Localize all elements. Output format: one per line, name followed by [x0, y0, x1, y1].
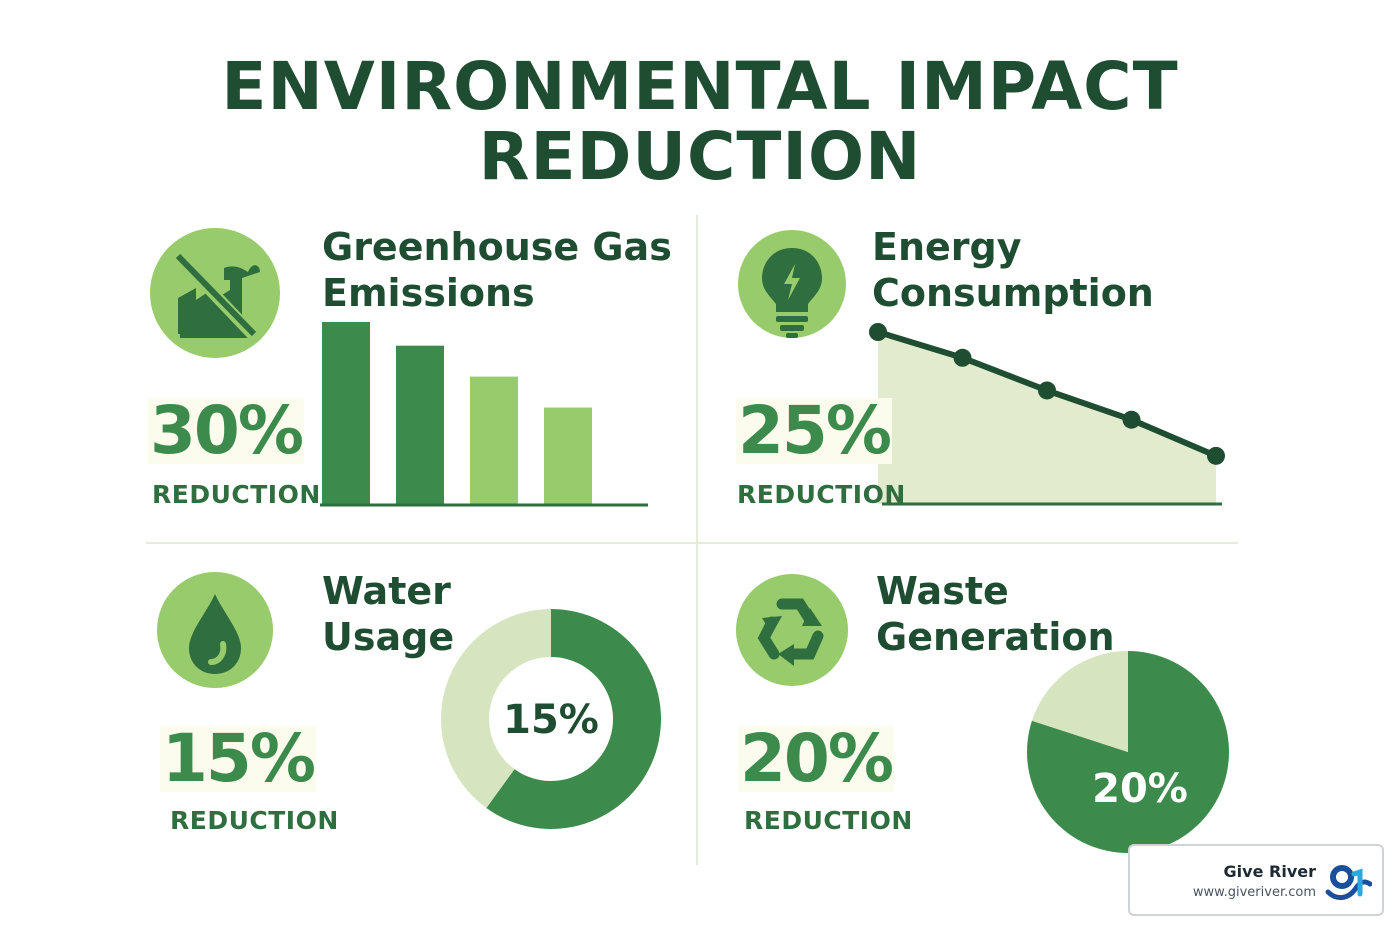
waste-title-line-1: Waste — [876, 569, 1009, 613]
vertical-divider — [696, 215, 698, 865]
water-percent: 15% — [160, 720, 316, 797]
water-reduction-label: REDUCTION — [170, 806, 339, 835]
donut-center-label: 15% — [503, 697, 599, 743]
waste-pie-chart: 20% — [1027, 651, 1229, 853]
donut-slice-1 — [486, 609, 661, 829]
badge-name: Give River — [1223, 862, 1316, 881]
ghg-title-line-1: Greenhouse Gas — [322, 225, 672, 269]
donut-slice-2 — [441, 609, 551, 808]
energy-point-4 — [1122, 410, 1141, 429]
ghg-bar-chart — [320, 322, 648, 507]
pie-slice-2 — [1031, 651, 1128, 752]
energy-point-5 — [1207, 446, 1225, 465]
bar-4 — [544, 407, 592, 504]
bar-3 — [470, 376, 518, 504]
ghg-title: Greenhouse Gas Emissions — [322, 224, 672, 316]
energy-point-2 — [953, 348, 972, 367]
pie-slice-label: 20% — [1092, 766, 1188, 812]
energy-point-3 — [1038, 381, 1056, 400]
water-donut-chart: 15% — [441, 609, 661, 829]
ghg-title-line-2: Emissions — [322, 271, 535, 315]
energy-percent: 25% — [736, 392, 892, 469]
bar-2 — [396, 345, 444, 504]
water-title: Water Usage — [322, 568, 454, 660]
horizontal-divider — [146, 542, 1238, 544]
recycle-icon — [736, 574, 848, 686]
waste-reduction-label: REDUCTION — [744, 806, 913, 835]
energy-title: Energy Consumption — [872, 224, 1154, 316]
energy-point-1 — [869, 323, 887, 341]
give-river-badge[interactable]: Give River www.giveriver.com — [1128, 844, 1384, 916]
give-river-logo-icon — [1325, 865, 1372, 900]
waste-title-line-2: Generation — [876, 615, 1115, 659]
badge-url[interactable]: www.giveriver.com — [1192, 885, 1316, 900]
energy-area-fill — [878, 332, 1216, 504]
energy-title-line-2: Consumption — [872, 271, 1154, 315]
water-drop-icon — [157, 572, 273, 688]
lightbulb-icon — [738, 230, 846, 338]
water-title-line-1: Water — [322, 569, 451, 613]
title-line-1: ENVIRONMENTAL IMPACT — [221, 48, 1179, 125]
waste-percent: 20% — [738, 720, 894, 797]
energy-reduction-label: REDUCTION — [737, 480, 906, 509]
bar-1 — [322, 322, 370, 504]
waste-title: Waste Generation — [876, 568, 1115, 660]
ghg-reduction-label: REDUCTION — [152, 480, 321, 509]
no-factory-icon — [150, 228, 280, 358]
water-title-line-2: Usage — [322, 615, 455, 659]
energy-title-line-1: Energy — [872, 225, 1022, 269]
energy-area-chart — [869, 323, 1225, 506]
ghg-percent: 30% — [148, 392, 304, 469]
title-line-2: REDUCTION — [478, 118, 922, 195]
